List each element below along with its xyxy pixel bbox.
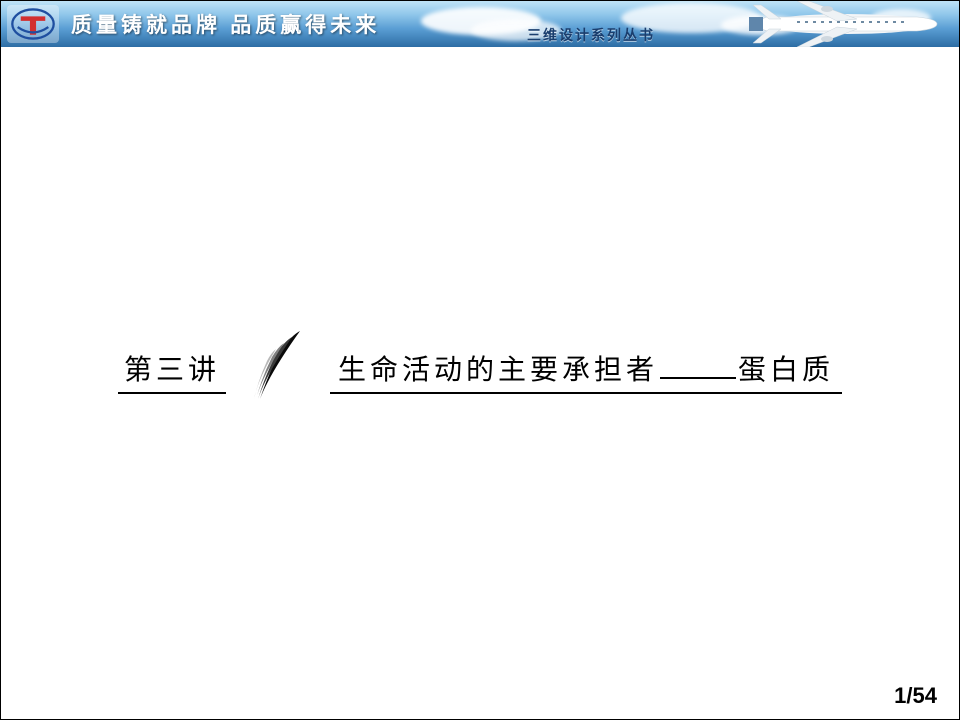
slide-content: 第三讲 生命活动的主要承担者 蛋白质	[1, 331, 959, 411]
title-dash	[660, 377, 736, 379]
airplane-icon	[737, 1, 947, 47]
slide-page: 质量铸就品牌 品质赢得未来 三维设计系列丛书 第三讲	[0, 0, 960, 720]
lecture-title-row: 第三讲 生命活动的主要承担者 蛋白质	[118, 331, 842, 411]
logo-icon	[10, 7, 56, 41]
swoosh-icon	[230, 325, 326, 405]
lecture-title-left: 生命活动的主要承担者	[338, 348, 658, 388]
lecture-title-container: 生命活动的主要承担者 蛋白质	[330, 348, 842, 394]
brand-logo	[7, 5, 59, 43]
page-indicator: 1/54	[894, 683, 937, 709]
header-banner: 质量铸就品牌 品质赢得未来 三维设计系列丛书	[1, 1, 959, 47]
header-slogan: 质量铸就品牌 品质赢得未来	[71, 1, 380, 47]
header-subtitle: 三维设计系列丛书	[527, 25, 655, 45]
lecture-number-label: 第三讲	[118, 348, 226, 394]
lecture-title-right: 蛋白质	[738, 348, 834, 388]
